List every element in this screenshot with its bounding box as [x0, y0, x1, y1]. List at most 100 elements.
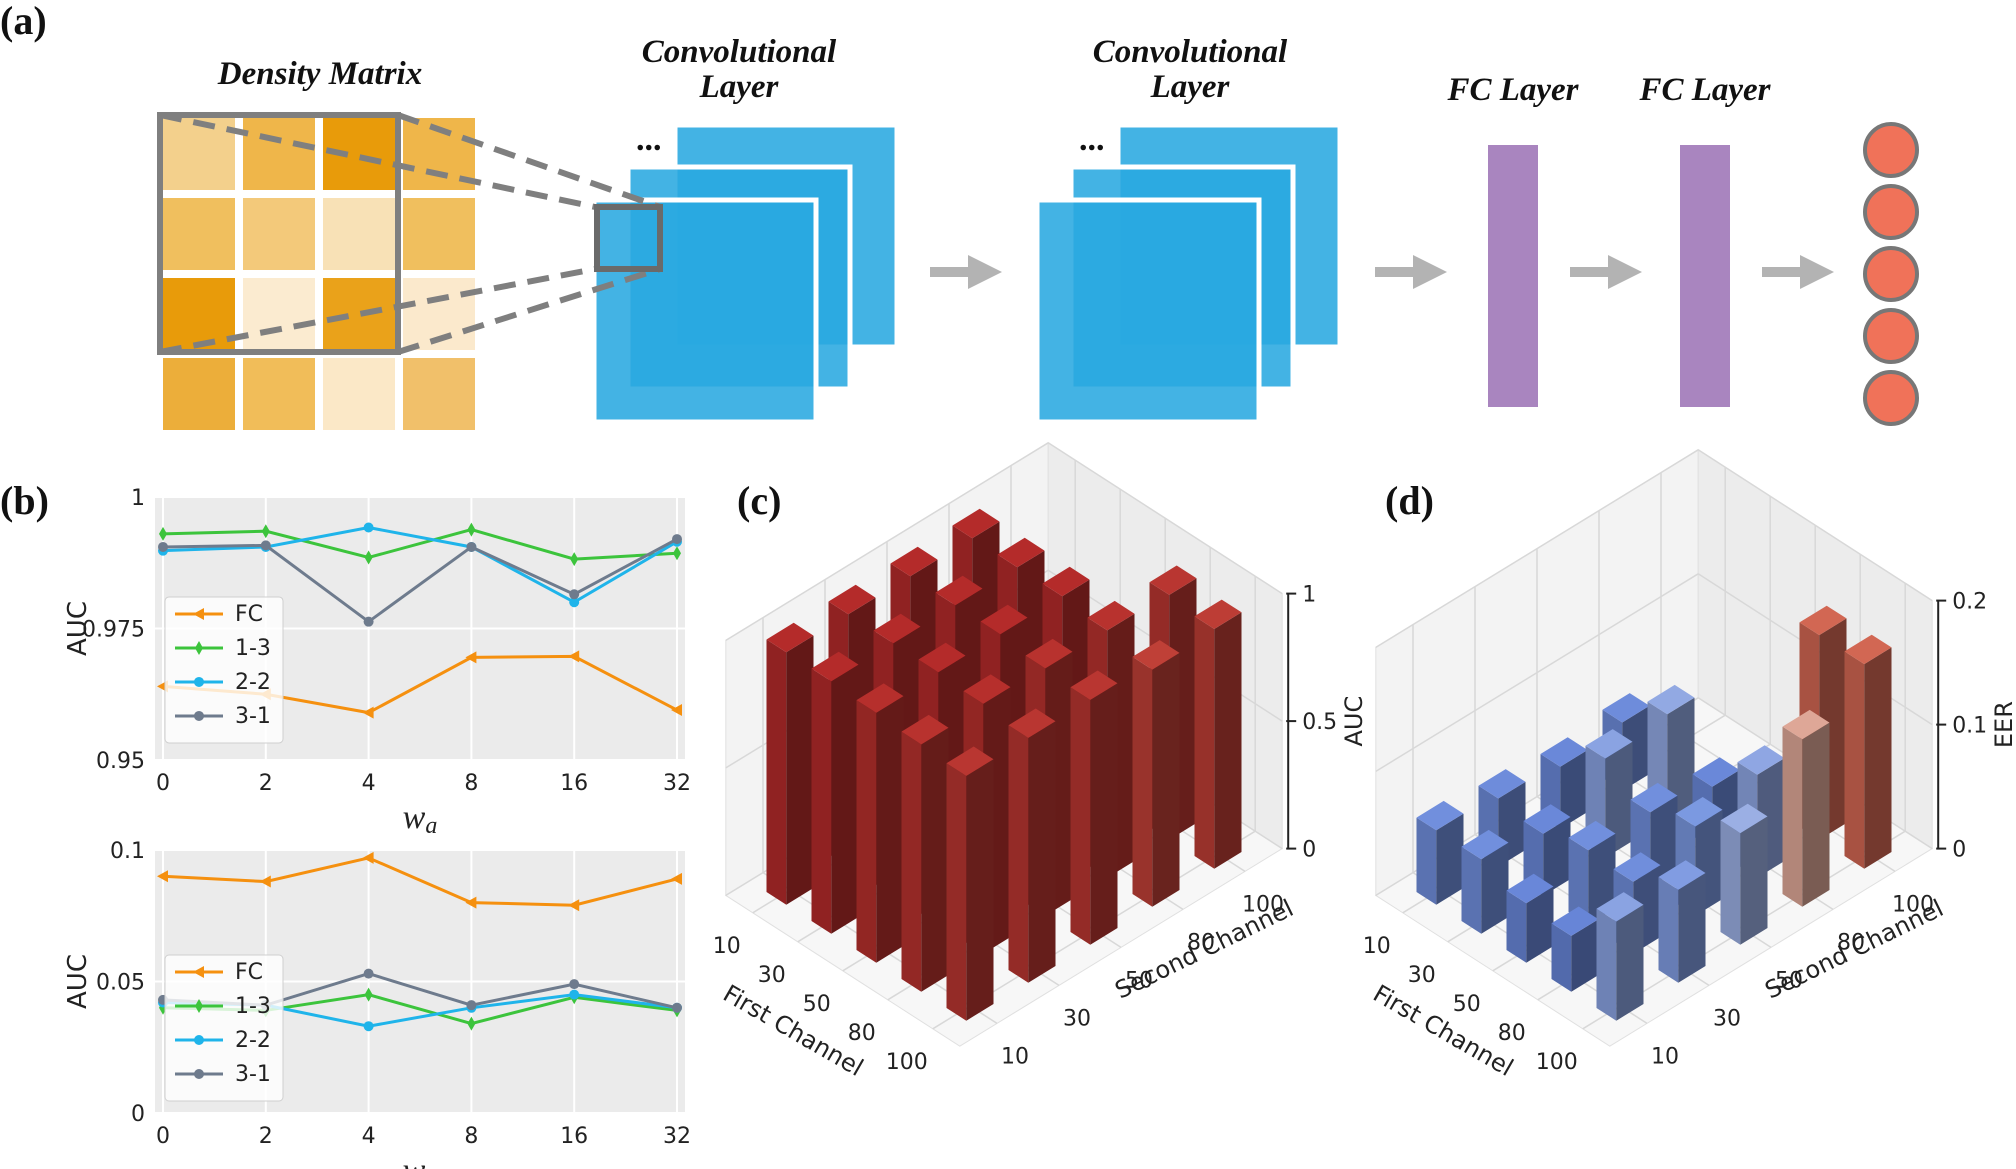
bar-face-right: [786, 635, 814, 905]
data-point: [568, 650, 580, 663]
y-tick-label: 0.95: [96, 749, 145, 774]
x-tick-label: 80: [1498, 1021, 1526, 1046]
bar-top: [1540, 737, 1588, 767]
kernel-window: [157, 112, 401, 355]
x-tick-label: 10: [713, 934, 741, 959]
bar-face-left: [1461, 846, 1482, 934]
network-diagram: Density Matrix Convolutional Layer Convo…: [157, 34, 1919, 430]
x-tick-label: 16: [560, 771, 588, 796]
legend-label: 3-1: [235, 1062, 271, 1087]
density-matrix: [163, 118, 475, 430]
eer-3d-bar-chart: 0 0.1 0.2 10 30 50 80 100 10 30 50 80 100 First Chann…: [1363, 448, 2016, 1082]
y-axis-label: AUC: [63, 601, 93, 656]
matrix-cell: [243, 198, 315, 270]
legend-label: 1-3: [235, 994, 271, 1019]
bar-face-right: [1571, 919, 1599, 992]
conv1-title-line2: Layer: [699, 69, 780, 105]
z-tick-label: 0: [1952, 838, 1966, 863]
bar-top: [1042, 566, 1090, 597]
legend-label: FC: [235, 602, 263, 627]
y-tick-label: 30: [1063, 1006, 1091, 1031]
data-point: [568, 899, 580, 912]
y-tick-label: 100: [1242, 892, 1284, 917]
flow-arrow-head: [1413, 255, 1447, 289]
bar-top: [1720, 803, 1768, 834]
legend-marker: [194, 1035, 204, 1045]
bar-face-left: [1194, 616, 1215, 869]
bar-top: [1737, 745, 1785, 775]
y-tick-label: 100: [1892, 892, 1934, 917]
bar-face-right: [876, 696, 904, 963]
conv1-feature-maps: ...: [591, 121, 900, 425]
data-point: [362, 706, 374, 719]
bar-face-left: [1008, 725, 1029, 983]
matrix-cell: [163, 118, 235, 190]
conv2-feature-maps: ...: [1034, 121, 1343, 425]
y-tick-label: 1: [131, 486, 145, 511]
z-axis-label: AUC: [1340, 696, 1368, 747]
legend-marker: [194, 676, 204, 687]
output-node: [1863, 370, 1919, 426]
wall-grid: [725, 442, 1049, 642]
projection-line-bottomright: [397, 266, 661, 355]
matrix-cell: [163, 358, 235, 430]
bar-top: [828, 584, 876, 615]
bar-top: [997, 537, 1045, 568]
data-point: [157, 870, 168, 883]
bar-face-right: [1616, 904, 1644, 1021]
x-axis-label: wa: [403, 799, 438, 839]
legend-label: 3-1: [235, 704, 271, 729]
x-tick-label: 50: [803, 992, 831, 1017]
bar-top: [766, 622, 814, 653]
bar-face-right: [1028, 721, 1056, 983]
matrix-cell: [243, 118, 315, 190]
bar-top: [1416, 800, 1464, 831]
bar-face-right: [1481, 842, 1509, 934]
bar-top: [1596, 892, 1644, 922]
z-axis-label: EER: [1990, 701, 2016, 748]
legend-box: [164, 596, 284, 744]
auc-line-chart: 0.95 0.975 1 0 2 4 8 16 32 wa AUC FC 1-3 2-2 3-1: [63, 486, 691, 839]
bar-top: [918, 642, 966, 673]
bar-top: [873, 613, 921, 644]
bar-top: [1506, 873, 1554, 904]
x-tick-label: 4: [362, 1124, 376, 1149]
bar-face-right: [1214, 612, 1242, 869]
flow-arrows: [930, 255, 1834, 289]
conv1-ellipsis: ...: [636, 121, 662, 158]
bar-top: [1551, 906, 1599, 936]
data-point: [671, 872, 682, 885]
output-node: [1863, 246, 1919, 302]
fc2-title: FC Layer: [1638, 72, 1771, 108]
conv2-title-line1: Convolutional: [1093, 34, 1288, 70]
bar-top: [1692, 757, 1740, 787]
legend-marker: [195, 640, 203, 655]
bar-top: [1008, 708, 1056, 738]
bar-top: [1132, 640, 1180, 670]
data-point: [465, 651, 477, 664]
legend-label: 2-2: [235, 1028, 271, 1053]
bar-top: [1630, 782, 1678, 813]
bar-face-left: [1416, 817, 1437, 905]
bar-top: [1613, 852, 1661, 882]
wall-grid: [1375, 449, 1699, 649]
bar-top: [1149, 565, 1197, 595]
data-point: [260, 540, 271, 551]
data-point: [671, 704, 682, 717]
data-point: [362, 851, 374, 864]
bar-face-left: [1782, 726, 1803, 907]
bar-top: [1675, 797, 1723, 827]
fc2-layer: [1680, 145, 1730, 407]
legend-marker: [194, 1069, 204, 1079]
data-point: [672, 534, 682, 545]
conv2-map-front: [1034, 197, 1262, 425]
bar-top: [1782, 709, 1830, 740]
bar-top: [1602, 693, 1650, 723]
conv1-title-line1: Convolutional: [642, 34, 837, 70]
x-tick-label: 32: [663, 771, 691, 796]
x-tick-label: 16: [560, 1124, 588, 1149]
wall-grid: [1697, 449, 1933, 602]
data-point: [466, 1000, 477, 1011]
bar-top: [935, 575, 983, 606]
x-tick-label: 0: [156, 1124, 170, 1149]
